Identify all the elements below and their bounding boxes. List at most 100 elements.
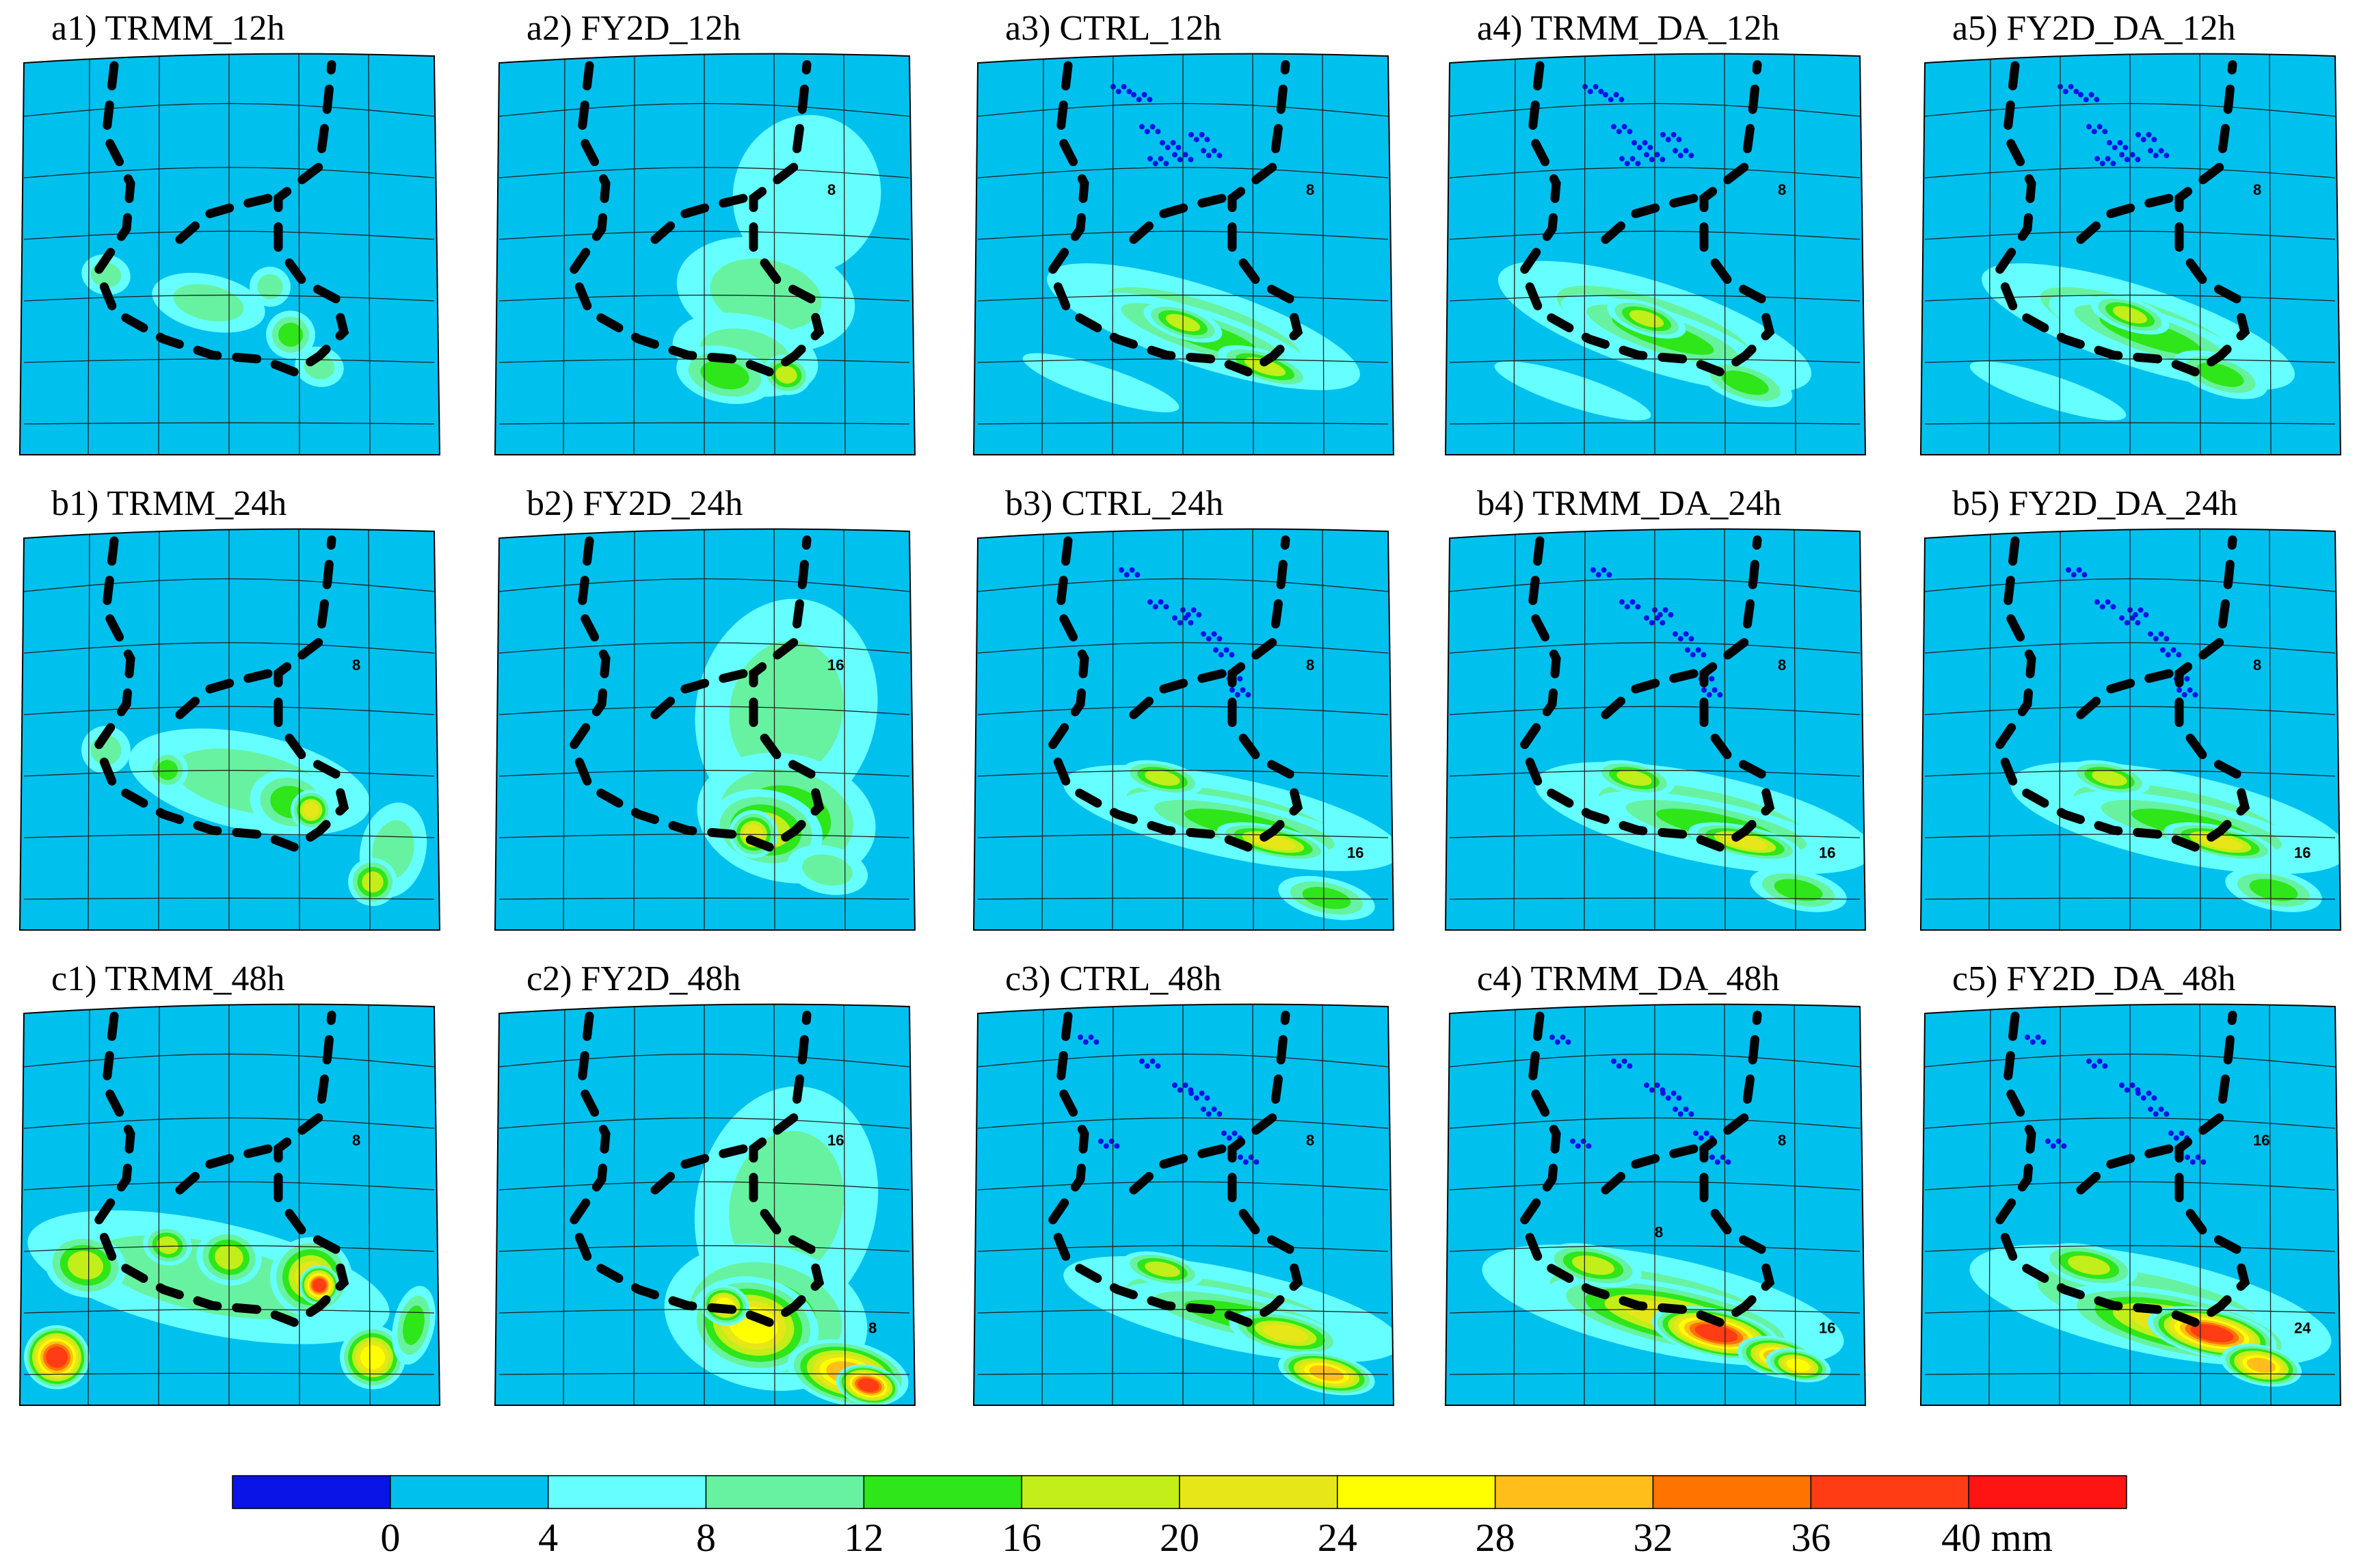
graticule-line <box>1794 529 1796 930</box>
negative-precip-dot <box>2200 1159 2207 1165</box>
negative-precip-dot <box>1199 1090 1205 1096</box>
graticule-line <box>1449 897 1861 900</box>
precip-contour <box>157 1236 178 1254</box>
graticule-line <box>498 230 910 240</box>
negative-precip-dot <box>1688 636 1694 642</box>
graticule-line <box>1924 1372 2336 1375</box>
negative-precip-dot <box>1627 1063 1633 1069</box>
graticule-line <box>773 53 775 455</box>
contour-label: 16 <box>1347 845 1363 862</box>
negative-precip-dot <box>2132 612 2138 618</box>
negative-precip-dot <box>1163 161 1169 167</box>
graticule-line <box>1513 53 1516 455</box>
negative-precip-dot <box>1706 692 1712 698</box>
graticule-line <box>1924 358 2336 363</box>
map-panel-b1: 8 b1) TRMM_24h <box>18 484 441 931</box>
map-frame <box>972 528 1395 931</box>
negative-precip-dot <box>1216 1111 1223 1117</box>
negative-precip-dot <box>1668 612 1674 618</box>
negative-precip-dot <box>1690 652 1696 658</box>
province-boundary <box>1518 1010 1775 1328</box>
graticule-line <box>1924 769 2336 777</box>
negative-precip-dot <box>2176 687 2182 693</box>
graticule-line <box>1443 55 1446 455</box>
negative-precip-dot <box>1182 152 1188 158</box>
negative-precip-dot <box>1673 631 1678 637</box>
negative-precip-dot <box>2138 607 2144 613</box>
map-panel-c2: 16 8 c2) FY2D_48h <box>494 959 916 1406</box>
negative-precip-dot <box>1601 567 1607 573</box>
map-frame <box>972 53 1395 455</box>
negative-precip-dot <box>1229 687 1235 693</box>
negative-precip-dot <box>2146 132 2152 137</box>
negative-precip-dot <box>1627 129 1633 135</box>
negative-precip-dot <box>1155 1063 1161 1069</box>
province-boundary <box>175 193 275 244</box>
negative-precip-dot <box>1611 124 1616 130</box>
graticule-line <box>23 1053 435 1067</box>
graticule-line <box>972 531 974 930</box>
panel-title: c5) FY2D_DA_48h <box>1952 959 2236 998</box>
negative-precip-dot <box>1119 567 1124 573</box>
negative-precip-dot <box>1240 687 1246 693</box>
negative-precip-dot <box>1649 620 1655 626</box>
graticule-line <box>977 230 1389 240</box>
graticule-line <box>1449 358 1861 363</box>
precip-contour <box>173 284 244 322</box>
negative-precip-dot <box>2088 92 2094 98</box>
negative-precip-dot <box>2168 1130 2174 1137</box>
negative-precip-dot <box>1193 137 1199 143</box>
graticule-line <box>1584 1004 1586 1405</box>
negative-precip-dot <box>1158 599 1164 605</box>
negative-precip-dot <box>2068 83 2074 90</box>
precip-contour <box>403 1305 425 1345</box>
negative-precip-dot <box>1078 1034 1083 1040</box>
negative-precip-dot <box>1619 156 1625 162</box>
precip-contour <box>775 366 797 384</box>
negative-precip-dot <box>2117 139 2123 146</box>
negative-precip-dot <box>2153 152 2159 159</box>
precip-contour <box>1263 1324 1308 1343</box>
negative-precip-dot <box>1231 1130 1238 1137</box>
precip-contour <box>1969 361 2127 421</box>
graticule-line <box>498 1245 910 1252</box>
province-boundary <box>650 1143 750 1195</box>
graticule-line <box>1924 642 2336 654</box>
negative-precip-dot <box>1608 96 1614 103</box>
graticule-line <box>495 1005 496 1405</box>
negative-precip-dot <box>2070 572 2077 578</box>
contour-label: 16 <box>2253 1132 2269 1149</box>
graticule-line <box>1443 1006 1446 1405</box>
colorbar-segment <box>1337 1475 1496 1509</box>
province-boundary <box>1993 1010 2250 1328</box>
map-frame <box>494 528 916 931</box>
negative-precip-dot <box>1082 1039 1089 1045</box>
graticule-line <box>1322 1004 1324 1405</box>
negative-precip-dot <box>1670 1090 1677 1096</box>
colorbar-segment <box>1021 1475 1180 1509</box>
map-frame <box>18 53 441 455</box>
negative-precip-dot <box>1188 132 1194 137</box>
negative-precip-dot <box>1593 83 1599 90</box>
province-boundary <box>1129 193 1229 244</box>
province-boundary <box>1518 535 1775 853</box>
province-boundary <box>2076 668 2176 719</box>
negative-precip-dot <box>1636 144 1642 150</box>
negative-precip-dot <box>1629 156 1636 162</box>
negative-precip-dot <box>2158 148 2164 154</box>
graticule-line <box>498 578 910 592</box>
negative-precip-dot <box>1175 144 1182 150</box>
negative-precip-dot <box>2185 1154 2190 1160</box>
province-boundary <box>1601 668 1701 719</box>
panel-title: b3) CTRL_24h <box>1005 484 1223 523</box>
graticule-line <box>1449 1245 1861 1252</box>
graticule-line <box>1919 55 1921 455</box>
negative-precip-dot <box>1177 157 1183 163</box>
negative-precip-dot <box>1725 1159 1731 1165</box>
negative-precip-dot <box>1657 612 1663 618</box>
negative-precip-dot <box>2165 652 2171 658</box>
graticule-line <box>1924 167 2336 178</box>
precip-contour <box>2092 770 2127 786</box>
contour-label: 16 <box>2294 845 2311 862</box>
negative-precip-dot <box>2102 129 2108 135</box>
